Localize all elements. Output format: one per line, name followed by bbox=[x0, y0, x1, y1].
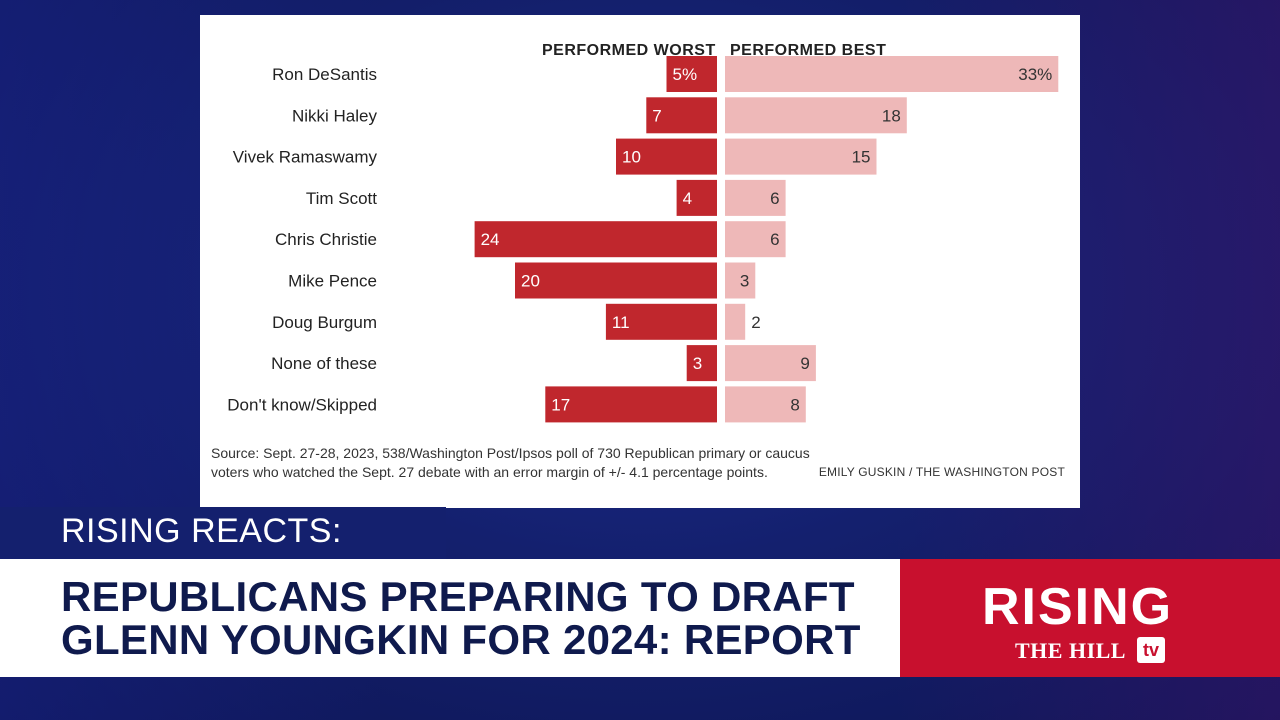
bar-worst-label: 3 bbox=[693, 354, 702, 373]
rising-logo-text: RISING bbox=[982, 578, 1174, 636]
category-label: Mike Pence bbox=[288, 272, 377, 291]
bar-best bbox=[725, 138, 877, 175]
bar-worst bbox=[545, 386, 717, 423]
bar-best bbox=[725, 221, 786, 258]
bar-best-label: 18 bbox=[882, 106, 901, 125]
tv-logo-badge: tv bbox=[1137, 637, 1165, 663]
bar-best bbox=[725, 303, 746, 340]
category-label: Doug Burgum bbox=[272, 313, 377, 332]
headline-bar bbox=[0, 559, 900, 677]
bar-best bbox=[725, 97, 907, 134]
bar-worst bbox=[515, 262, 717, 299]
bar-worst bbox=[666, 56, 717, 92]
column-header-worst: PERFORMED WORST bbox=[542, 42, 716, 59]
bar-worst-label: 7 bbox=[652, 106, 661, 125]
bar-worst bbox=[676, 179, 717, 216]
bar-worst-label: 10 bbox=[622, 148, 641, 167]
bar-worst bbox=[616, 138, 717, 175]
category-label: Ron DeSantis bbox=[272, 65, 377, 84]
bar-best bbox=[725, 345, 816, 382]
bar-best bbox=[725, 262, 756, 299]
butterfly-bar-chart: Ron DeSantis 5% 33% Nikki Haley 7 18 Vivek Ram… bbox=[227, 56, 1059, 423]
bar-best bbox=[725, 179, 786, 216]
category-label: Don't know/Skipped bbox=[227, 395, 377, 414]
bar-best-label: 6 bbox=[770, 189, 779, 208]
bar-worst-label: 17 bbox=[551, 395, 570, 414]
bar-best-label: 8 bbox=[790, 395, 799, 414]
the-hill-logo-text: THE HILL bbox=[1015, 638, 1126, 663]
bar-best-label: 15 bbox=[852, 148, 871, 167]
bar-worst bbox=[474, 221, 717, 258]
category-label: Chris Christie bbox=[275, 230, 377, 249]
rising-reacts-label: RISING REACTS: bbox=[61, 512, 342, 550]
headline-text: REPUBLICANS PREPARING TO DRAFT GLENN YOU… bbox=[61, 573, 861, 663]
bar-best-label: 2 bbox=[751, 313, 760, 332]
bar-worst bbox=[605, 303, 717, 340]
chart-panel: PERFORMED WORST PERFORMED BEST Ron DeSan… bbox=[200, 15, 1080, 508]
category-label: Tim Scott bbox=[306, 189, 377, 208]
bar-best bbox=[725, 386, 806, 423]
bar-worst-label: 24 bbox=[481, 230, 500, 249]
bar-worst bbox=[646, 97, 717, 134]
column-header-best: PERFORMED BEST bbox=[730, 42, 887, 59]
chart-credit: EMILY GUSKIN / THE WASHINGTON POST bbox=[818, 465, 1065, 479]
bar-best-label: 6 bbox=[770, 230, 779, 249]
bar-best-label: 3 bbox=[740, 272, 749, 291]
category-label: Vivek Ramaswamy bbox=[233, 148, 378, 167]
bar-worst-label: 5% bbox=[673, 65, 698, 84]
bar-best-label: 9 bbox=[800, 354, 809, 373]
category-label: None of these bbox=[271, 354, 377, 373]
bar-worst bbox=[686, 345, 717, 382]
rising-reacts-bar bbox=[0, 507, 446, 559]
bar-best bbox=[725, 56, 1059, 92]
category-label: Nikki Haley bbox=[292, 106, 378, 125]
bar-worst-label: 20 bbox=[521, 272, 540, 291]
bar-best-label: 33% bbox=[1018, 65, 1052, 84]
bar-worst-label: 4 bbox=[683, 189, 692, 208]
brand-bar bbox=[900, 559, 1280, 677]
bar-worst-label: 11 bbox=[612, 313, 630, 332]
chart-source-note: Source: Sept. 27-28, 2023, 538/Washingto… bbox=[211, 445, 810, 480]
